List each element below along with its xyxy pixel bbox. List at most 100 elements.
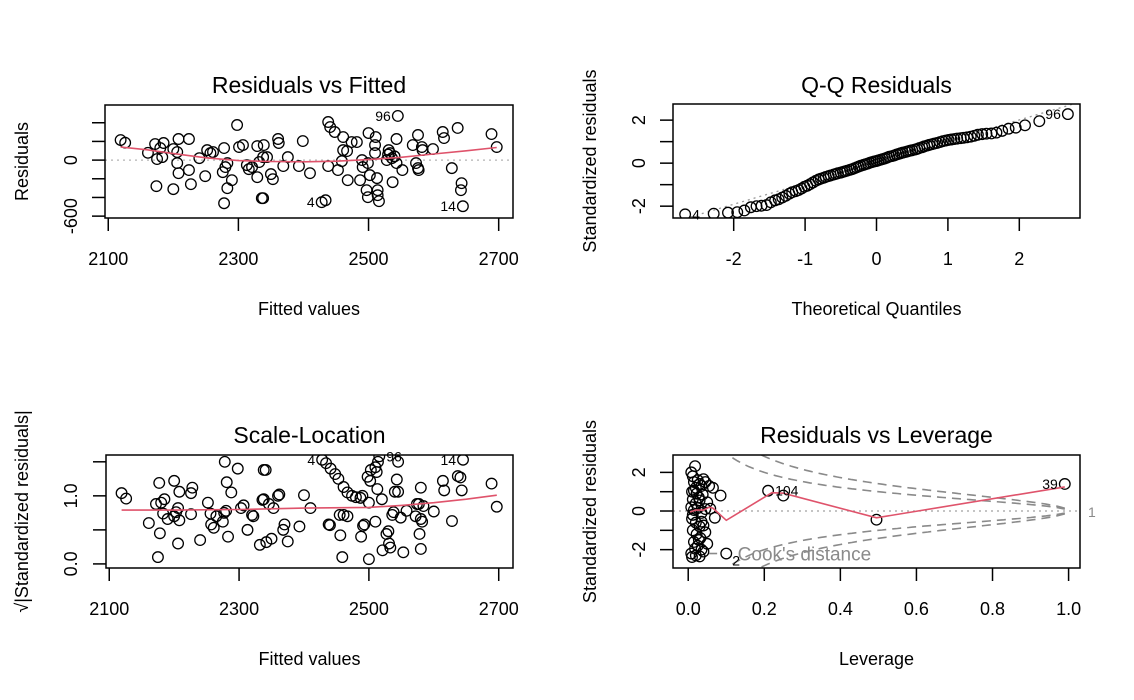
- data-point: [985, 127, 998, 140]
- x-tick-label: 2500: [349, 599, 389, 619]
- data-point: [445, 162, 458, 175]
- data-point: [714, 489, 727, 502]
- data-point: [687, 535, 700, 548]
- data-point: [151, 551, 164, 564]
- plot-area: [679, 104, 1076, 218]
- data-point: [697, 545, 710, 558]
- data-point: [241, 523, 254, 536]
- x-tick-label: 0.8: [980, 599, 1005, 619]
- point-label: 14: [440, 198, 456, 214]
- y-tick-label: -2: [629, 542, 649, 558]
- data-point: [436, 126, 449, 138]
- data-point: [194, 534, 207, 547]
- plot-frame: [105, 454, 514, 569]
- point-label: 4: [307, 452, 315, 468]
- cooks-distance-contour: [726, 512, 1065, 568]
- data-point: [332, 164, 344, 177]
- data-point: [1033, 115, 1046, 128]
- data-point: [218, 506, 231, 519]
- data-point: [679, 208, 692, 218]
- y-tick-label: 2: [629, 115, 649, 125]
- data-point: [375, 493, 388, 506]
- data-point: [686, 524, 699, 537]
- data-point: [699, 503, 712, 516]
- y-tick-label: 0: [61, 155, 81, 165]
- data-point: [336, 551, 349, 564]
- data-point: [235, 502, 247, 515]
- data-point: [376, 544, 389, 557]
- chart-title: Residuals vs Fitted: [212, 72, 406, 98]
- data-point: [207, 521, 220, 534]
- smooth-line: [689, 486, 1065, 522]
- x-tick-label: 0.0: [676, 599, 701, 619]
- plot-area: [115, 455, 503, 566]
- x-tick-label: 0.6: [904, 599, 929, 619]
- x-tick-label: -1: [797, 249, 813, 269]
- data-point: [870, 513, 883, 526]
- panel-residuals-vs-fitted: Residuals vs Fitted Fitted values Residual…: [12, 72, 519, 319]
- data-point: [142, 517, 155, 530]
- data-point: [738, 204, 751, 217]
- data-point: [701, 496, 714, 509]
- x-tick-label: 2300: [219, 599, 259, 619]
- cooks-distance-contour: [757, 513, 1066, 568]
- y-tick-label: 0: [629, 158, 649, 168]
- data-point: [151, 153, 164, 166]
- data-point: [455, 484, 468, 497]
- data-point: [777, 489, 790, 502]
- data-point: [388, 485, 401, 498]
- data-point: [273, 488, 286, 501]
- data-point: [692, 534, 705, 546]
- y-axis-label: √|Standardized residuals|: [12, 410, 32, 612]
- data-point: [216, 515, 229, 528]
- data-point: [369, 139, 381, 152]
- data-point: [316, 455, 329, 466]
- data-point: [390, 473, 403, 486]
- data-point: [225, 174, 238, 187]
- data-point: [361, 157, 374, 170]
- data-point: [1061, 108, 1074, 121]
- y-axis-label: Standardized residuals: [580, 420, 600, 603]
- data-point: [278, 518, 291, 531]
- data-point: [686, 508, 699, 521]
- data-point: [257, 139, 270, 152]
- data-point: [157, 137, 170, 149]
- data-point: [298, 489, 310, 502]
- data-point: [182, 164, 195, 177]
- data-point: [201, 496, 214, 509]
- data-point: [457, 455, 469, 466]
- data-point: [706, 481, 719, 494]
- data-point: [708, 511, 721, 524]
- panel-q-q-residuals: Q-Q Residuals Theoretical Quantiles Standa…: [580, 69, 1081, 319]
- y-axis-label: Standardized residuals: [580, 69, 600, 252]
- data-point: [225, 486, 238, 499]
- data-point: [369, 515, 382, 528]
- data-point: [456, 200, 469, 213]
- data-point: [436, 474, 449, 487]
- data-point: [391, 109, 404, 122]
- data-point: [396, 164, 409, 177]
- data-point: [120, 492, 133, 505]
- data-point: [454, 471, 467, 484]
- data-point: [237, 139, 249, 152]
- data-point: [218, 142, 231, 155]
- data-point: [689, 460, 702, 473]
- data-point: [427, 505, 440, 518]
- data-point: [231, 462, 244, 475]
- data-point: [362, 127, 375, 139]
- x-axis-label: Fitted values: [258, 649, 360, 669]
- data-point: [382, 525, 395, 538]
- data-point: [397, 546, 410, 559]
- plot-frame: [672, 103, 1081, 219]
- data-point: [323, 519, 336, 532]
- y-axis-label: Residuals: [12, 122, 32, 201]
- data-point: [333, 508, 346, 521]
- data-point: [1058, 478, 1071, 490]
- data-point: [417, 500, 430, 513]
- data-point: [349, 491, 362, 504]
- data-point: [687, 484, 700, 497]
- data-point: [184, 178, 197, 191]
- data-point: [373, 195, 385, 208]
- data-point: [1019, 119, 1031, 132]
- panel-scale-location: Scale-Location Fitted values √|Standardize…: [12, 410, 519, 669]
